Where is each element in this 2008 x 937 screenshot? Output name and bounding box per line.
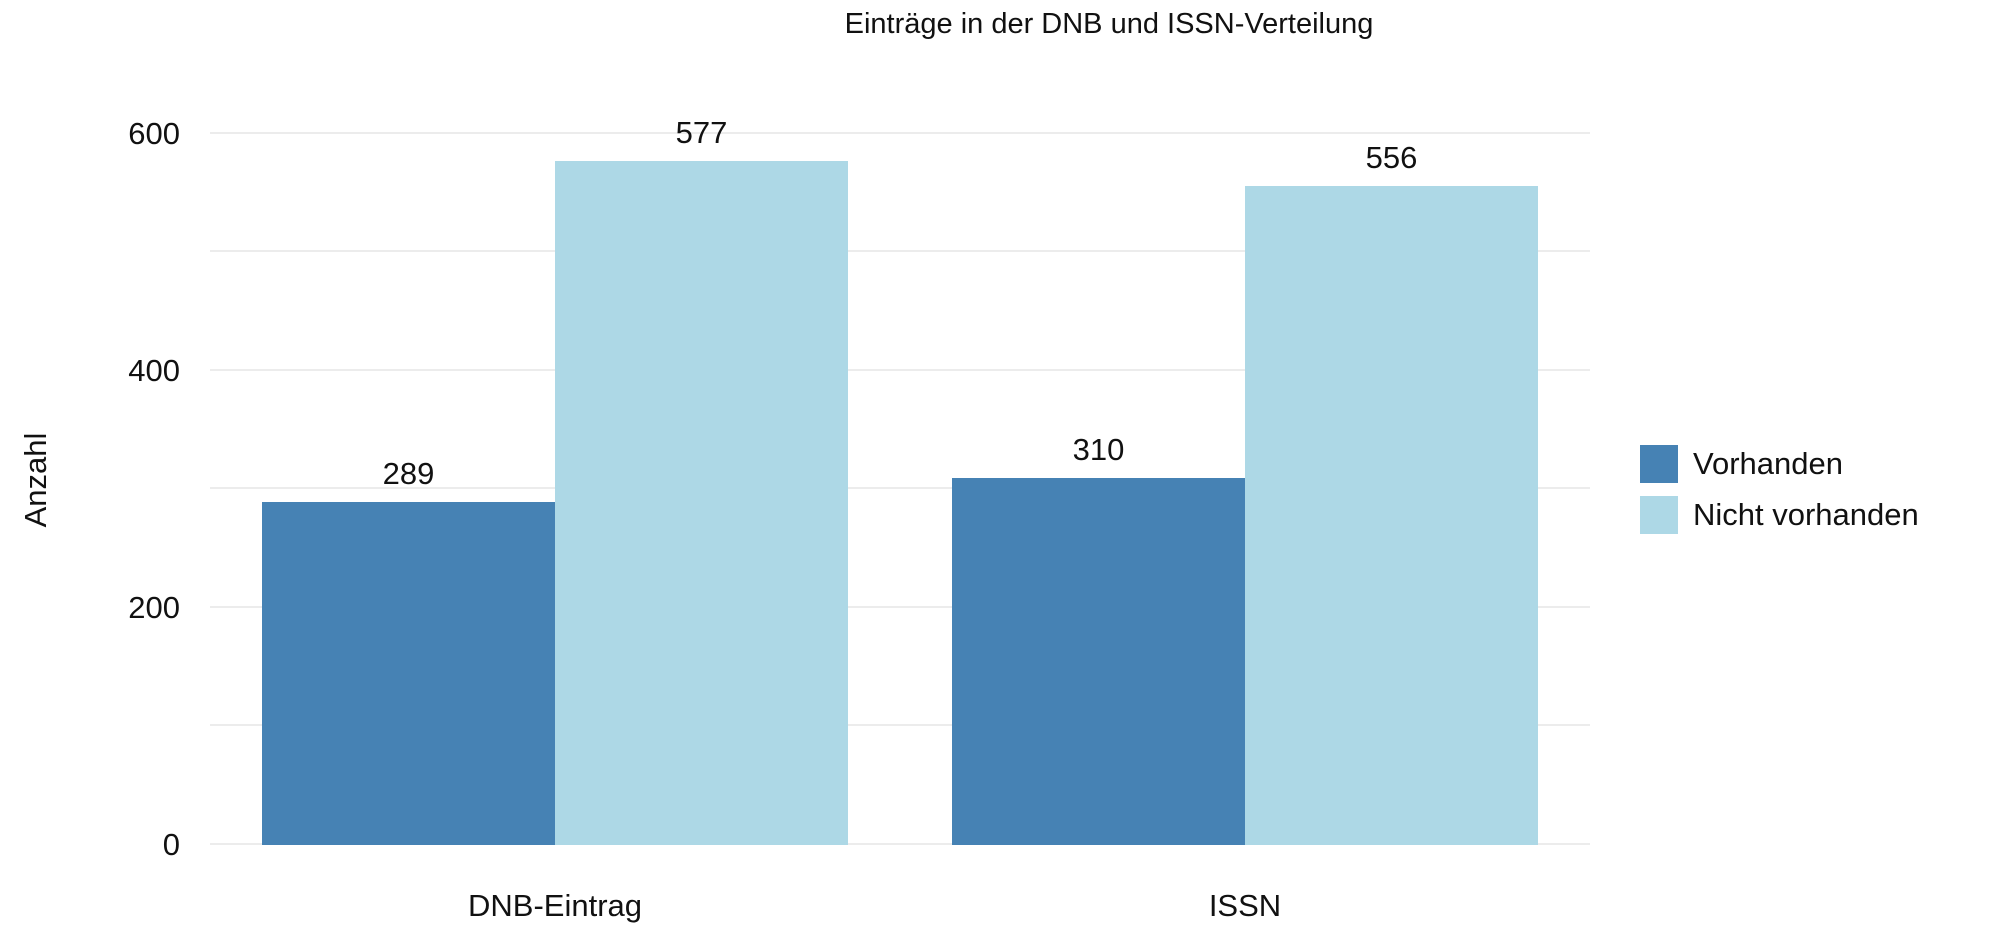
bar-nicht-vorhanden-dnb-eintrag xyxy=(555,160,848,845)
legend-swatch xyxy=(1640,445,1678,483)
legend: Vorhanden Nicht vorhanden xyxy=(1640,445,1919,547)
legend-item: Nicht vorhanden xyxy=(1640,496,1919,534)
bar-value-label: 289 xyxy=(382,456,435,492)
gridline xyxy=(210,843,1590,845)
legend-item: Vorhanden xyxy=(1640,445,1919,483)
chart-title: Einträge in der DNB und ISSN-Verteilung xyxy=(844,8,1374,40)
plot-area: 0 200 400 600 289 577 DNB-Eintrag 310 556 ISSN xyxy=(128,110,1590,923)
legend-swatch xyxy=(1640,496,1678,534)
y-tick-label: 200 xyxy=(128,589,180,625)
bar-vorhanden-issn xyxy=(952,477,1245,845)
y-tick-label: 400 xyxy=(128,352,180,388)
gridline xyxy=(210,250,1590,253)
y-tick-label: 0 xyxy=(162,827,180,862)
bar-nicht-vorhanden-issn xyxy=(1245,185,1538,845)
gridline xyxy=(210,368,1590,371)
y-axis-label: Anzahl xyxy=(18,432,53,528)
bar-value-label: 556 xyxy=(1365,139,1418,175)
legend-label: Vorhanden xyxy=(1693,446,1843,481)
gridline xyxy=(210,131,1590,134)
bar-value-label: 310 xyxy=(1072,431,1125,467)
x-axis-category-label: DNB-Eintrag xyxy=(468,888,642,923)
gridline xyxy=(210,724,1590,727)
gridline xyxy=(210,487,1590,490)
y-tick-label: 600 xyxy=(128,115,180,151)
legend-label: Nicht vorhanden xyxy=(1693,497,1919,532)
bar-value-label: 577 xyxy=(675,114,728,150)
x-axis-category-label: ISSN xyxy=(1208,888,1282,923)
bar-vorhanden-dnb-eintrag xyxy=(262,502,555,845)
gridline xyxy=(210,605,1590,608)
